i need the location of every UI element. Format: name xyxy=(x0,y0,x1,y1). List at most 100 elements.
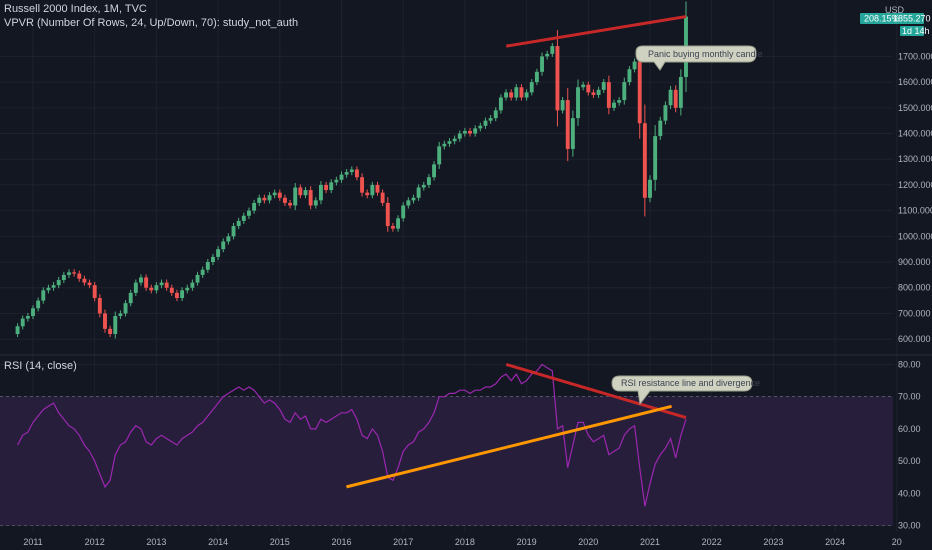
candle xyxy=(56,280,61,286)
time-tick: 2021 xyxy=(640,537,660,547)
candle xyxy=(504,92,508,98)
candle xyxy=(591,92,596,95)
candle xyxy=(545,53,550,57)
candle xyxy=(144,277,149,288)
candle xyxy=(272,192,277,196)
candle xyxy=(442,143,447,147)
time-tick: 2013 xyxy=(146,537,166,547)
candle xyxy=(519,87,524,98)
candle xyxy=(565,100,570,149)
candle xyxy=(473,128,478,134)
rsi-tick: 50.00 xyxy=(898,456,921,466)
candle xyxy=(663,105,668,121)
price-tick: 1400.000 xyxy=(898,129,932,139)
candle xyxy=(216,249,221,257)
candle xyxy=(139,277,143,283)
time-tick: 2015 xyxy=(270,537,290,547)
candle xyxy=(277,192,282,198)
time-tick: 2016 xyxy=(331,537,351,547)
candle xyxy=(324,184,329,191)
candle xyxy=(252,202,257,211)
candle xyxy=(478,125,483,129)
candle xyxy=(370,184,375,196)
candle xyxy=(390,226,395,229)
candle xyxy=(108,328,113,335)
time-axis: 2011 2012 2013 2014 2015 2016 2017 2018 2019 2020… xyxy=(23,537,901,547)
candle xyxy=(462,130,467,134)
time-tick: 2018 xyxy=(455,537,475,547)
candle xyxy=(246,210,251,216)
candle xyxy=(668,89,673,106)
candle xyxy=(211,256,215,263)
candle xyxy=(653,136,658,180)
candle xyxy=(642,123,647,198)
candle xyxy=(447,141,452,144)
candle xyxy=(550,46,555,54)
candle xyxy=(226,236,231,242)
candle xyxy=(180,290,185,299)
candle xyxy=(41,290,46,301)
candle xyxy=(20,318,25,327)
candle xyxy=(118,313,123,317)
candle xyxy=(149,287,154,291)
price-note-callout[interactable]: Panic buying monthly candle xyxy=(635,45,763,71)
candle xyxy=(432,164,437,178)
candle xyxy=(282,197,287,203)
candle xyxy=(293,187,298,206)
candle xyxy=(72,272,77,274)
candle xyxy=(529,82,534,93)
candle xyxy=(555,46,560,111)
candle xyxy=(483,120,488,126)
price-badge: 208.15% 1855.270 1d 14h xyxy=(860,13,931,36)
candle xyxy=(190,282,195,288)
candle xyxy=(313,200,318,206)
candle xyxy=(524,92,529,98)
candle xyxy=(334,179,339,183)
rsi-tick: 80.00 xyxy=(898,359,921,369)
price-change: 208.15% xyxy=(864,14,900,24)
rsi-axis: 30.00 40.00 50.00 60.00 70.00 80.00 xyxy=(898,359,921,530)
candle xyxy=(185,287,190,291)
candle xyxy=(509,92,514,98)
candle xyxy=(406,200,411,206)
candle xyxy=(15,326,20,335)
time-tick: 2014 xyxy=(208,537,228,547)
candle xyxy=(380,192,385,203)
candle xyxy=(606,82,611,108)
time-tick: 2017 xyxy=(393,537,413,547)
candle xyxy=(360,177,365,193)
candle xyxy=(452,138,457,142)
candle xyxy=(61,274,66,281)
price-tick: 1200.000 xyxy=(898,180,932,190)
price-axis: 600.000 700.000 800.000 900.000 1000.000 1100… xyxy=(898,51,932,344)
candle xyxy=(576,87,580,119)
candle xyxy=(385,202,390,227)
rsi-note-callout[interactable]: RSI resistance line and divergence xyxy=(611,375,760,406)
candle xyxy=(570,118,575,149)
candle xyxy=(221,241,226,250)
candle xyxy=(298,187,303,196)
candle xyxy=(103,313,107,329)
candle xyxy=(375,184,380,193)
candle xyxy=(344,172,349,175)
candle xyxy=(123,303,128,314)
price-tick: 600.000 xyxy=(898,334,931,344)
candle xyxy=(612,102,616,108)
candle xyxy=(468,130,472,134)
candle xyxy=(288,202,293,206)
rsi-tick: 30.00 xyxy=(898,521,921,531)
candle xyxy=(396,218,401,229)
candle xyxy=(241,215,246,221)
time-tick: 2020 xyxy=(578,537,598,547)
candle xyxy=(534,71,539,83)
candle xyxy=(596,89,601,95)
candle xyxy=(329,182,334,191)
candle xyxy=(411,197,416,201)
candle xyxy=(262,197,267,201)
candle xyxy=(303,190,308,196)
candle xyxy=(498,97,503,111)
candle xyxy=(154,285,159,291)
time-tick: 2024 xyxy=(825,537,845,547)
chart-title: Russell 2000 Index, 1M, TVC xyxy=(4,3,147,15)
